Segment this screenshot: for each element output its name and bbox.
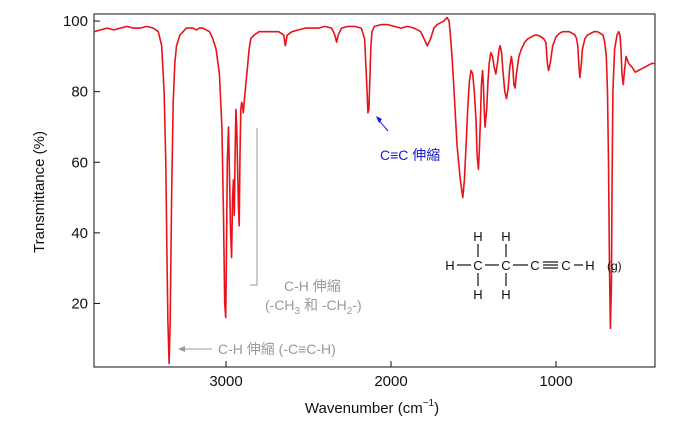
x-tick-label: 3000 bbox=[209, 373, 242, 390]
atom-c2: C bbox=[501, 258, 510, 273]
atom-h-top-2: H bbox=[501, 229, 510, 244]
atom-h-right: H bbox=[585, 258, 594, 273]
y-axis: 20 40 60 80 100 bbox=[63, 13, 100, 312]
y-axis-label: Transmittance (%) bbox=[31, 131, 48, 253]
spectrum-line bbox=[93, 16, 655, 365]
y-tick-label: 60 bbox=[71, 154, 88, 171]
annotation-cc-stretch-label: C≡C 伸縮 bbox=[380, 147, 440, 163]
propyne-structure: H H H C C C C H (g) H H bbox=[445, 229, 621, 302]
annotation-ch2-end: -) bbox=[352, 297, 361, 313]
structure-bonds bbox=[457, 244, 583, 286]
y-tick-label: 40 bbox=[71, 225, 88, 242]
annotation-ch-stretch-alkyne-label: C-H 伸縮 (-C≡C-H) bbox=[218, 341, 336, 357]
x-tick-label: 2000 bbox=[374, 373, 407, 390]
x-axis: 3000 2000 1000 bbox=[209, 361, 573, 390]
x-tick-label: 1000 bbox=[539, 373, 572, 390]
atom-h-left: H bbox=[445, 258, 454, 273]
annotation-ch2-mid: 和 -CH bbox=[300, 297, 347, 313]
annotation-ch-stretch-alkyl-line2: (-CH3 和 -CH2-) bbox=[265, 297, 362, 317]
y-tick-label: 20 bbox=[71, 295, 88, 312]
plot-frame bbox=[93, 13, 656, 368]
x-axis-label: Wavenumber (cm−1) bbox=[305, 398, 439, 417]
atom-c1: C bbox=[473, 258, 482, 273]
atom-h-bottom-1: H bbox=[473, 287, 482, 302]
y-tick-label: 100 bbox=[63, 13, 88, 30]
atom-h-bottom-2: H bbox=[501, 287, 510, 302]
annotation-ch-stretch-alkyl: C-H 伸縮 (-CH3 和 -CH2-) bbox=[250, 128, 362, 317]
annotation-ch3-sub: 3 bbox=[295, 306, 301, 317]
plot-border bbox=[93, 13, 656, 368]
x-axis-label-sup: −1 bbox=[423, 398, 435, 409]
phase-label: (g) bbox=[607, 259, 622, 273]
annotation-cc-stretch: C≡C 伸縮 bbox=[376, 116, 440, 163]
annotation-ch3-prefix: (-CH bbox=[265, 297, 295, 313]
x-axis-label-main: Wavenumber (cm bbox=[305, 400, 423, 417]
annotation-ch2-sub: 2 bbox=[347, 306, 353, 317]
atom-h-top-1: H bbox=[473, 229, 482, 244]
y-tick-label: 80 bbox=[71, 84, 88, 101]
x-axis-label-end: ) bbox=[434, 400, 439, 417]
annotation-ch-stretch-alkyne: C-H 伸縮 (-C≡C-H) bbox=[178, 341, 336, 357]
atom-c3: C bbox=[530, 258, 539, 273]
annotation-ch-stretch-alkyl-line1: C-H 伸縮 bbox=[284, 278, 341, 294]
atom-c4: C bbox=[561, 258, 570, 273]
